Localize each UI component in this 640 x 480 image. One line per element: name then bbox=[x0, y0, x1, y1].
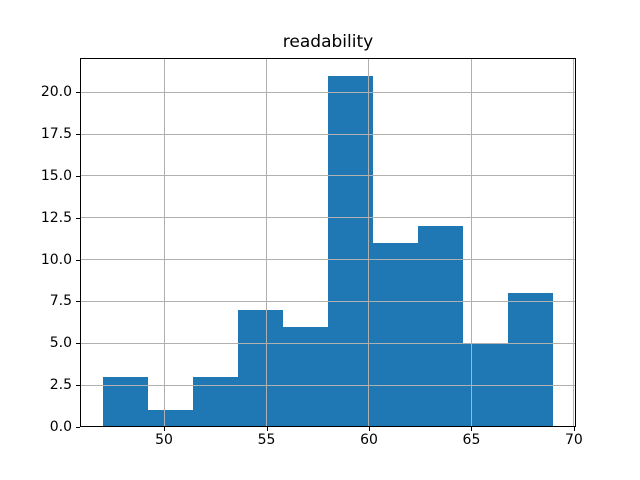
x-tick-label: 70 bbox=[565, 432, 583, 448]
y-tick-label: 5.0 bbox=[49, 335, 72, 352]
histogram-bar bbox=[237, 309, 283, 427]
gridline-vertical bbox=[470, 58, 472, 427]
x-tick-mark bbox=[471, 427, 473, 431]
y-tick-mark bbox=[76, 92, 80, 94]
y-tick-mark bbox=[76, 175, 80, 177]
grid-layer bbox=[80, 58, 576, 427]
gridline-horizontal bbox=[80, 259, 576, 261]
y-tick-label: 17.5 bbox=[40, 126, 72, 143]
y-tick-label: 10.0 bbox=[40, 251, 72, 268]
y-tick-label: 0.0 bbox=[49, 419, 72, 435]
x-tick-label: 60 bbox=[360, 432, 378, 448]
histogram-bar bbox=[508, 293, 554, 427]
gridline-vertical bbox=[266, 58, 267, 427]
y-tick-mark bbox=[76, 385, 80, 387]
gridline-horizontal bbox=[80, 175, 576, 177]
y-tick-label: 7.5 bbox=[49, 293, 72, 310]
y-tick-mark bbox=[76, 427, 80, 428]
gridline-horizontal bbox=[80, 217, 576, 219]
gridline-horizontal bbox=[80, 300, 576, 302]
histogram-bar bbox=[147, 410, 193, 427]
gridline-horizontal bbox=[80, 342, 576, 344]
x-tick-label: 50 bbox=[155, 432, 173, 448]
x-tick-label: 65 bbox=[462, 432, 481, 448]
axes-spines bbox=[80, 58, 576, 427]
x-tick-mark bbox=[368, 427, 370, 431]
gridline-vertical bbox=[573, 58, 575, 427]
y-tick-label: 12.5 bbox=[40, 209, 72, 226]
y-tick-label: 2.5 bbox=[49, 377, 72, 394]
x-tick-mark bbox=[164, 427, 166, 431]
x-tick-mark bbox=[266, 427, 268, 431]
gridline-horizontal bbox=[80, 384, 576, 386]
y-tick-mark bbox=[76, 343, 80, 345]
y-tick-mark bbox=[76, 217, 80, 219]
y-tick-mark bbox=[76, 259, 80, 261]
gridline-vertical bbox=[368, 58, 370, 427]
y-tick-label: 20.0 bbox=[40, 84, 72, 101]
plot-area bbox=[80, 58, 576, 427]
y-tick-label: 15.0 bbox=[40, 167, 72, 184]
y-tick-mark bbox=[76, 134, 80, 136]
x-tick-label: 55 bbox=[257, 432, 276, 448]
gridline-horizontal bbox=[80, 133, 576, 135]
x-tick-mark bbox=[573, 427, 575, 431]
gridline-horizontal bbox=[80, 91, 576, 93]
chart-title: readability bbox=[282, 32, 374, 52]
gridline-vertical bbox=[163, 58, 165, 427]
histogram-bar bbox=[373, 242, 419, 427]
y-tick-mark bbox=[76, 301, 80, 303]
